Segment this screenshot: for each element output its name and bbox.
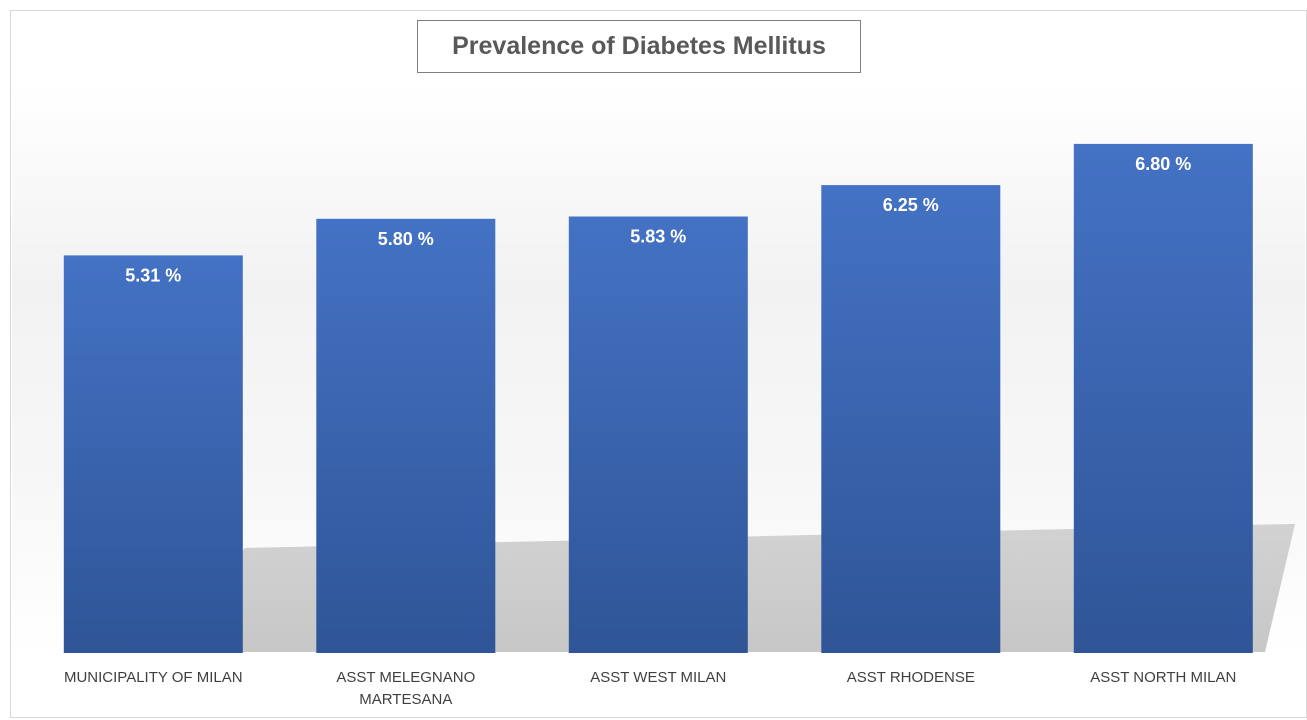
category-label: ASST NORTH MILAN [1090,669,1236,686]
category-label: ASST MELEGNANO MARTESANA [336,669,475,708]
chart-title: Prevalence of Diabetes Mellitus [417,20,861,73]
data-label: 5.31 % [125,265,181,285]
bar [316,218,496,654]
data-label: 5.80 % [378,229,434,249]
bar [568,216,748,653]
category-label: MUNICIPALITY OF MILAN [64,669,243,686]
data-label: 6.80 % [1135,154,1191,174]
category-label: ASST WEST MILAN [590,669,726,686]
data-label: 6.25 % [883,195,939,215]
bar [821,185,1001,653]
bar [1073,143,1253,653]
category-label: ASST RHODENSE [847,669,975,686]
data-label: 5.83 % [630,227,686,247]
bar [63,255,243,653]
